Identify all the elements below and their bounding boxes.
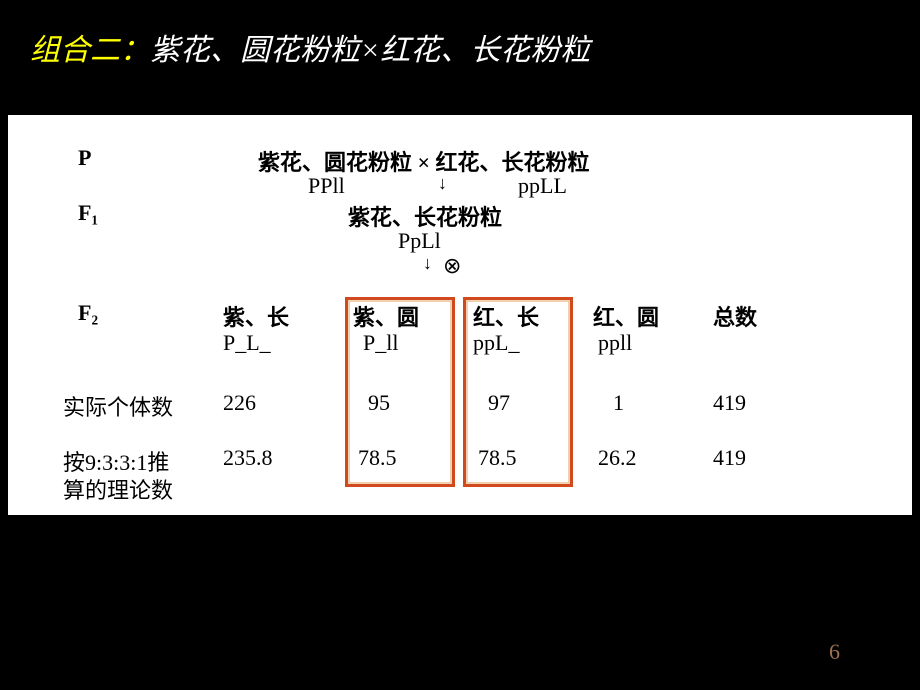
expected-c4: 26.2 [598, 445, 637, 471]
expected-row-label2: 算的理论数 [63, 473, 173, 505]
P-right-genotype: ppLL [518, 173, 567, 199]
actual-total: 419 [713, 390, 746, 416]
page-number: 6 [829, 639, 840, 665]
F1-genotype: PpLl [398, 228, 441, 254]
self-cross-symbol: ⊗ [443, 253, 461, 279]
expected-c1: 235.8 [223, 445, 273, 471]
F2-total-head: 总数 [713, 300, 757, 332]
highlight-box-2 [463, 297, 573, 487]
F2-col1-geno: P_L_ [223, 330, 271, 356]
generation-F1-label: F₁ [78, 200, 98, 226]
highlight-box-1 [345, 297, 455, 487]
actual-c4: 1 [613, 390, 624, 416]
title-prefix: 组合二： [30, 34, 150, 67]
P-left-genotype: PPll [308, 173, 345, 199]
F1-arrow: ↓ [423, 253, 432, 274]
actual-c1: 226 [223, 390, 256, 416]
slide-title: 组合二：紫花、圆花粉粒×红花、长花粉粒 [0, 0, 920, 84]
expected-total: 419 [713, 445, 746, 471]
F2-col4-geno: ppll [598, 330, 632, 356]
genetics-panel: P 紫花、圆花粉粒 × 红花、长花粉粒 PPll ↓ ppLL F₁ 紫花、长花… [8, 115, 912, 515]
P-arrow: ↓ [438, 173, 447, 194]
generation-F2-label: F₂ [78, 300, 98, 326]
F2-col4-head: 红、圆 [593, 300, 659, 332]
title-text: 紫花、圆花粉粒×红花、长花粉粒 [150, 34, 590, 67]
actual-row-label: 实际个体数 [63, 390, 173, 422]
generation-P-label: P [78, 145, 91, 171]
F2-col1-head: 紫、长 [223, 300, 289, 332]
